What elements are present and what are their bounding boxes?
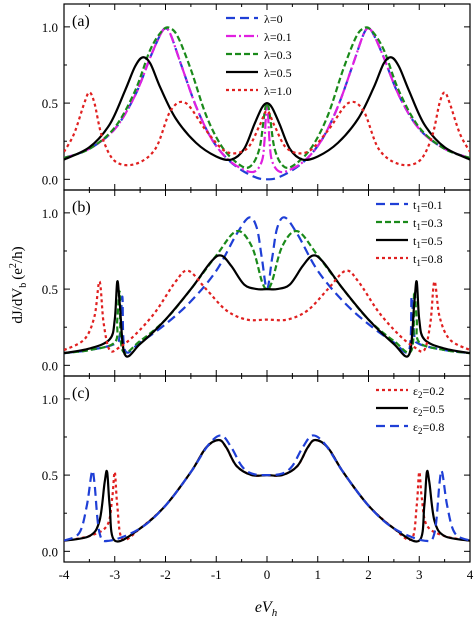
legend-entry: λ=0.3: [264, 48, 292, 62]
legend: t1=0.1 t1=0.3 t1=0.5 t1=0.8: [376, 198, 443, 268]
series-group: [64, 26, 470, 181]
series-line: [64, 438, 470, 542]
x-tick-label: 4: [467, 567, 474, 582]
series-line: [64, 254, 470, 358]
panel-c: 0.00.51.0-4 -3 -2 -1 0 1 2 3 4(c) ε2=0.2ε2=0.5ε2=…: [42, 375, 474, 582]
panel-frame: [63, 375, 471, 563]
series-group: [64, 434, 470, 543]
legend-entry: λ=0: [264, 12, 283, 26]
legend-entry: λ=1.0: [264, 84, 292, 98]
series-line: [64, 229, 470, 355]
legend-entry: λ=0.5: [264, 66, 292, 80]
legend: λ=0 λ=0.1 λ=0.3 λ=0.5 λ=1.0: [226, 12, 292, 98]
x-tick-label: -4: [59, 567, 70, 582]
x-axis-label: eVh: [255, 599, 278, 619]
legend-entry: ε2=0.2: [413, 384, 444, 400]
y-tick-label: 1.0: [42, 392, 58, 407]
panel-label: (c): [72, 385, 90, 402]
x-tick-label: 1: [315, 567, 322, 582]
panel-b: 0.0 0.5 1.0 (b) t1=0.1 t1=0.3 t1=0.5 t1=0.8: [42, 189, 471, 377]
x-tick-label: -1: [211, 567, 222, 582]
panel-label: (b): [72, 199, 91, 216]
y-tick-label: 0.0: [42, 544, 58, 559]
y-tick-label: 0.5: [42, 468, 58, 483]
legend-entry: t1=0.3: [413, 216, 443, 232]
y-tick-label: 0.0: [42, 358, 58, 373]
y-axis-label: dJ/dVb(e2/h): [8, 246, 29, 323]
y-tick-label: 0.5: [42, 282, 58, 297]
legend-entry: t1=0.1: [413, 198, 443, 214]
series-line: [64, 434, 470, 543]
series-line: [64, 438, 470, 543]
legend-entry: ε2=0.8: [413, 420, 444, 436]
series-group: [64, 216, 470, 358]
y-tick-label: 1.0: [42, 20, 58, 35]
y-tick-label: 0.0: [42, 172, 58, 187]
x-tick-label: 3: [416, 567, 423, 582]
x-tick-label: 2: [365, 567, 372, 582]
y-tick-label: 0.5: [42, 96, 58, 111]
series-line: [64, 269, 470, 353]
legend-entry: t1=0.8: [413, 252, 443, 268]
x-tick-label: 0: [264, 567, 271, 582]
series-line: [64, 216, 470, 355]
legend-entry: λ=0.1: [264, 30, 292, 44]
legend-entry: t1=0.5: [413, 234, 443, 250]
legend: ε2=0.2 ε2=0.5 ε2=0.8: [376, 384, 444, 436]
series-line: [64, 56, 470, 162]
panel-a: 0.0 0.5 1.0 (a) λ=0 λ=0.1 λ=0.3 λ=0.5 λ=1.0: [42, 3, 471, 191]
y-tick-label: 1.0: [42, 206, 58, 221]
x-tick-label: -3: [109, 567, 120, 582]
panel-label: (a): [72, 13, 90, 30]
legend-entry: ε2=0.5: [413, 402, 444, 418]
series-line: [64, 27, 470, 181]
series-line: [64, 26, 470, 169]
panels: 0.00.51.0 (a) λ=0λ=0.1λ=0.3λ=0.5λ=1.00.00.…: [42, 3, 474, 582]
x-tick-label: -2: [160, 567, 171, 582]
